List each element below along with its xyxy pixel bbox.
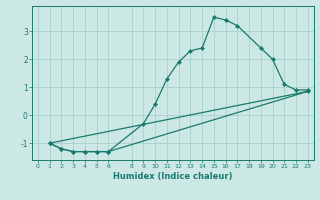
X-axis label: Humidex (Indice chaleur): Humidex (Indice chaleur) [113, 172, 233, 181]
